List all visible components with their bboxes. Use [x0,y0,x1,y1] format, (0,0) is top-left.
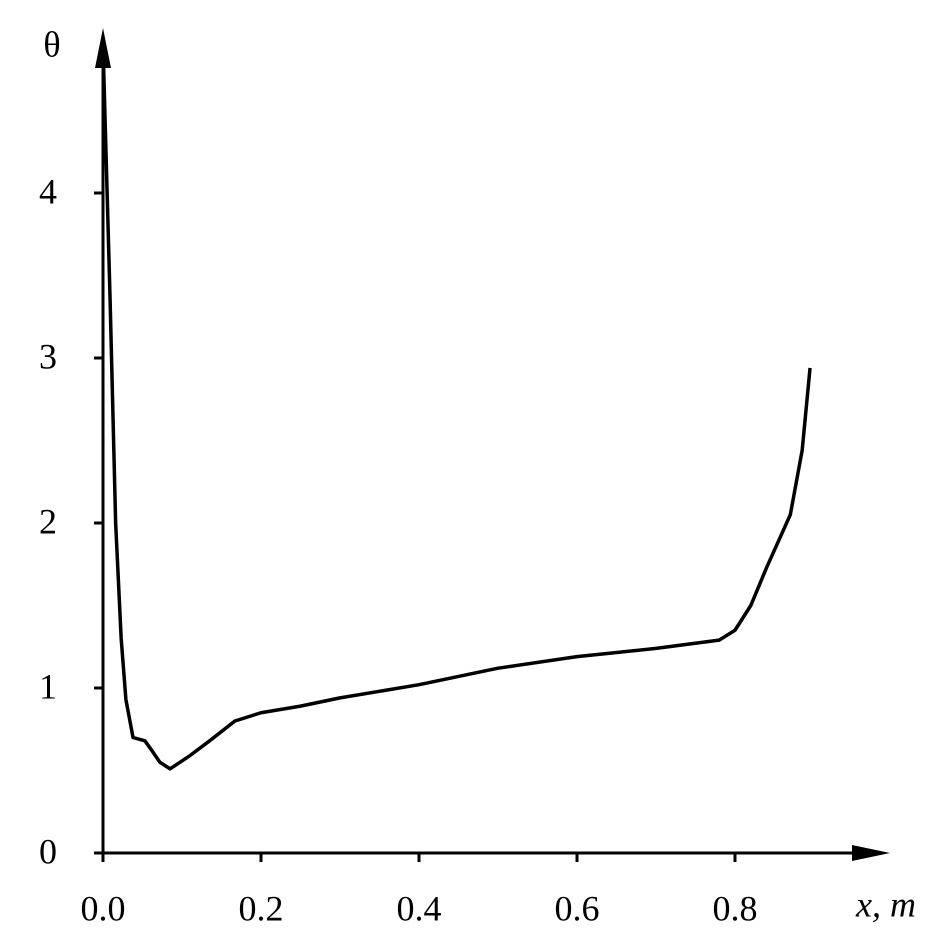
x-tick-label: 0.6 [555,888,600,928]
y-tick-label: 2 [39,501,57,541]
y-tick-label: 0 [39,831,57,871]
data-line [101,44,812,771]
x-arrow [852,845,890,861]
x-tick-label: 0.8 [713,888,758,928]
y-tick-label: 4 [39,171,57,211]
y-tick-label: 1 [39,666,57,706]
y-axis-label: θ [43,24,60,64]
y-tick-label: 3 [39,336,57,376]
x-tick-label: 0.4 [397,888,442,928]
x-tick-label: 0.0 [81,888,126,928]
x-axis-label: x, m [855,884,916,924]
x-tick-label: 0.2 [239,888,284,928]
